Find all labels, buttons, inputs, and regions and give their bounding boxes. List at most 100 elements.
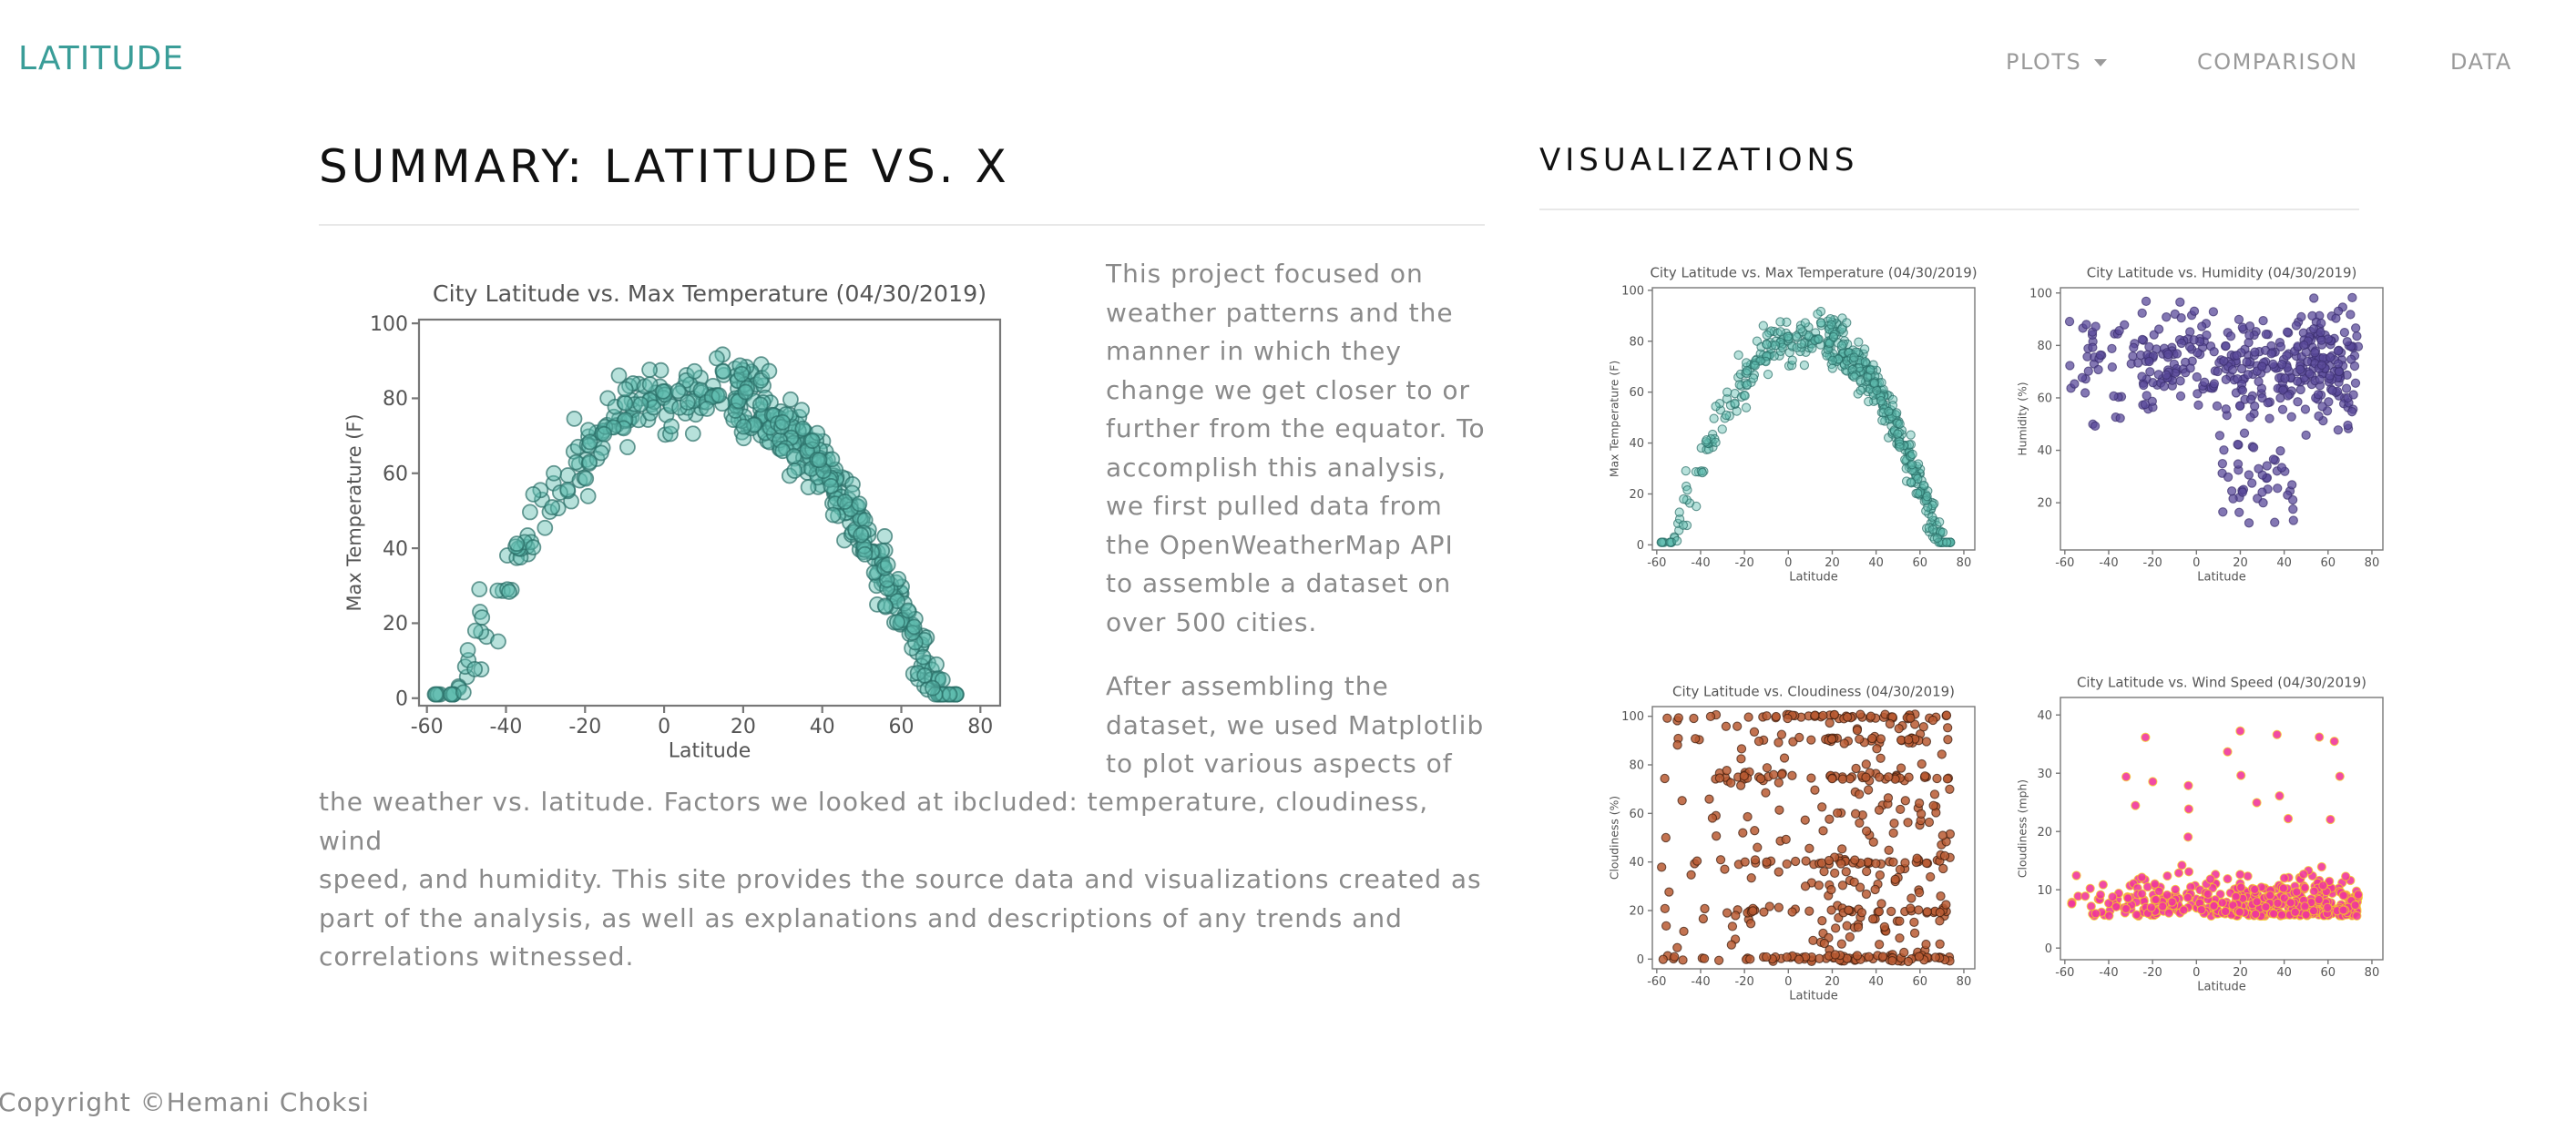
data-point: [1819, 866, 1829, 877]
main-temp-xtick-label: -40: [490, 716, 523, 738]
nav-data-link[interactable]: DATA: [2450, 49, 2512, 75]
data-point: [2193, 348, 2203, 358]
data-point: [1945, 784, 1955, 794]
thumb-cloudiness-plot[interactable]: City Latitude vs. Cloudiness (04/30/2019…: [1596, 676, 1988, 1025]
data-point: [1937, 830, 1947, 840]
data-point: [2325, 352, 2336, 362]
thumb-temp-xlabel: Latitude: [1789, 571, 1838, 585]
data-point: [1656, 537, 1667, 547]
data-point: [2282, 327, 2293, 337]
data-point: [1787, 907, 1797, 917]
data-point: [1922, 492, 1932, 502]
data-point: [2263, 398, 2273, 408]
data-point: [2293, 376, 2303, 386]
brand-link[interactable]: LATITUDE: [18, 40, 185, 77]
data-point: [671, 399, 688, 416]
data-point: [2154, 886, 2164, 897]
data-point: [2352, 911, 2362, 921]
thumb-cloud-xtick-label: 20: [1825, 975, 1840, 989]
copyright-text: Copyright ©Hemani Choksi: [0, 1087, 370, 1117]
data-point: [699, 401, 715, 417]
data-point: [679, 393, 696, 411]
data-point: [1743, 811, 1753, 822]
data-point: [2151, 894, 2161, 905]
data-point: [1941, 900, 1951, 910]
data-point: [1774, 805, 1784, 815]
data-point: [459, 642, 476, 658]
data-point: [2292, 887, 2302, 897]
data-point: [774, 413, 792, 431]
main-temperature-plot[interactable]: City Latitude vs. Max Temperature (04/30…: [328, 278, 1020, 787]
data-point: [1871, 859, 1881, 869]
thumb-wind-ytick-label: 20: [2037, 826, 2052, 840]
data-point: [1707, 813, 1718, 823]
data-point: [1843, 712, 1853, 722]
nav-plots-dropdown[interactable]: PLOTS: [2006, 49, 2108, 75]
data-point: [1867, 733, 1877, 744]
data-point: [1717, 424, 1727, 434]
data-point: [2278, 883, 2289, 893]
data-point: [1670, 952, 1680, 962]
data-point: [1855, 375, 1866, 385]
nav-comparison-link[interactable]: COMPARISON: [2197, 49, 2358, 75]
data-point: [1762, 857, 1772, 867]
thumb-wind-xtick-label: 40: [2276, 966, 2292, 980]
data-point: [1660, 773, 1670, 784]
data-point: [1806, 773, 1816, 783]
thumb-wind-ytick-label: 0: [2045, 942, 2052, 956]
data-point: [1894, 427, 1904, 438]
data-point: [2080, 388, 2090, 398]
data-point: [2163, 349, 2173, 360]
data-point: [2234, 507, 2244, 517]
thumb-humidity-xtick-label: 80: [2365, 556, 2380, 570]
data-point: [1870, 884, 1880, 895]
data-point: [2114, 326, 2124, 336]
data-point: [1899, 947, 1909, 958]
data-point: [800, 479, 817, 495]
data-point: [1682, 520, 1692, 531]
data-point: [2227, 365, 2238, 375]
data-point: [1861, 759, 1871, 769]
data-point: [1826, 905, 1836, 915]
data-point: [1671, 535, 1682, 546]
data-point: [2331, 313, 2341, 323]
thumb-humidity-plot[interactable]: City Latitude vs. Humidity (04/30/2019) -…: [2004, 257, 2396, 606]
data-point: [2107, 343, 2117, 354]
data-point: [1686, 870, 1696, 880]
thumb-wind-plot[interactable]: City Latitude vs. Wind Speed (04/30/2019…: [2004, 667, 2396, 1016]
data-point: [1849, 352, 1859, 362]
data-point: [1875, 870, 1886, 880]
data-point: [1861, 866, 1872, 877]
main-temp-xtick-label: 40: [810, 716, 835, 738]
data-point: [1720, 864, 1730, 874]
data-point: [2199, 377, 2210, 387]
data-point: [1929, 789, 1940, 799]
data-point: [2235, 726, 2245, 736]
data-point: [2235, 870, 2245, 880]
data-point: [1704, 794, 1714, 804]
data-point: [610, 367, 628, 384]
data-point: [1733, 350, 1743, 361]
data-point: [1810, 785, 1820, 795]
data-point: [1852, 725, 1863, 736]
data-point: [1762, 340, 1772, 350]
thumb-humidity-ylabel: Humidity (%): [2016, 382, 2029, 455]
data-point: [1734, 380, 1744, 390]
data-point: [2350, 900, 2360, 911]
data-point: [2131, 910, 2142, 920]
data-point: [1942, 537, 1952, 547]
data-point: [525, 539, 542, 555]
data-point: [1775, 317, 1785, 327]
thumb-temperature-plot[interactable]: City Latitude vs. Max Temperature (04/30…: [1596, 257, 1988, 606]
data-point: [2346, 406, 2357, 417]
data-point: [593, 444, 609, 462]
thumb-temp-ytick-label: 0: [1637, 539, 1644, 553]
data-point: [2162, 890, 2172, 901]
data-point: [1726, 778, 1736, 788]
data-point: [2261, 329, 2272, 340]
data-point: [2177, 860, 2187, 870]
data-point: [1868, 837, 1878, 847]
data-point: [2301, 910, 2311, 920]
data-point: [641, 392, 659, 409]
data-point: [709, 350, 725, 367]
